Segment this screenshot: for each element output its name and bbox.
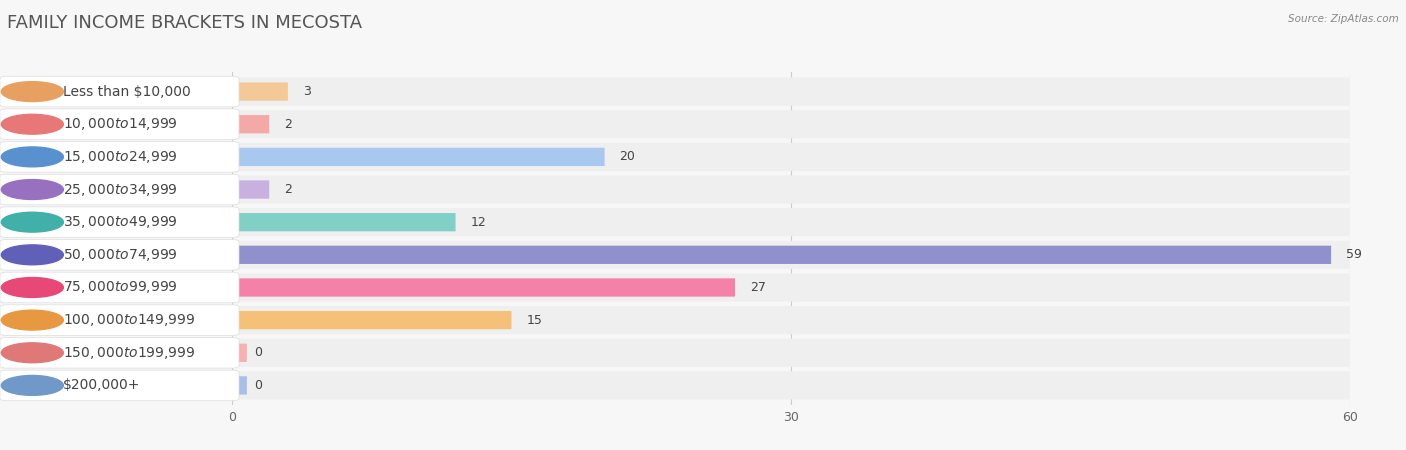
Text: 2: 2 xyxy=(284,118,292,131)
Text: 15: 15 xyxy=(526,314,543,327)
FancyBboxPatch shape xyxy=(232,376,247,395)
FancyBboxPatch shape xyxy=(232,143,1350,171)
FancyBboxPatch shape xyxy=(232,339,1350,367)
Text: $200,000+: $200,000+ xyxy=(63,378,141,392)
FancyBboxPatch shape xyxy=(232,279,735,297)
Text: 20: 20 xyxy=(620,150,636,163)
Text: $35,000 to $49,999: $35,000 to $49,999 xyxy=(63,214,179,230)
Text: Source: ZipAtlas.com: Source: ZipAtlas.com xyxy=(1288,14,1399,23)
Text: 0: 0 xyxy=(254,346,263,359)
Text: FAMILY INCOME BRACKETS IN MECOSTA: FAMILY INCOME BRACKETS IN MECOSTA xyxy=(7,14,363,32)
Text: $10,000 to $14,999: $10,000 to $14,999 xyxy=(63,116,179,132)
FancyBboxPatch shape xyxy=(232,274,1350,302)
FancyBboxPatch shape xyxy=(232,344,247,362)
Text: 3: 3 xyxy=(302,85,311,98)
Text: $100,000 to $149,999: $100,000 to $149,999 xyxy=(63,312,195,328)
FancyBboxPatch shape xyxy=(232,115,270,133)
FancyBboxPatch shape xyxy=(232,371,1350,400)
FancyBboxPatch shape xyxy=(232,82,288,101)
Text: 27: 27 xyxy=(749,281,766,294)
Text: $15,000 to $24,999: $15,000 to $24,999 xyxy=(63,149,179,165)
Text: $75,000 to $99,999: $75,000 to $99,999 xyxy=(63,279,179,296)
FancyBboxPatch shape xyxy=(232,213,456,231)
Text: $50,000 to $74,999: $50,000 to $74,999 xyxy=(63,247,179,263)
Text: $25,000 to $34,999: $25,000 to $34,999 xyxy=(63,181,179,198)
Text: 12: 12 xyxy=(471,216,486,229)
FancyBboxPatch shape xyxy=(232,208,1350,236)
FancyBboxPatch shape xyxy=(232,110,1350,138)
FancyBboxPatch shape xyxy=(232,311,512,329)
FancyBboxPatch shape xyxy=(232,77,1350,106)
FancyBboxPatch shape xyxy=(232,176,1350,203)
Text: Less than $10,000: Less than $10,000 xyxy=(63,85,191,99)
FancyBboxPatch shape xyxy=(232,148,605,166)
Text: 0: 0 xyxy=(254,379,263,392)
FancyBboxPatch shape xyxy=(232,180,270,198)
Text: 2: 2 xyxy=(284,183,292,196)
FancyBboxPatch shape xyxy=(232,306,1350,334)
FancyBboxPatch shape xyxy=(232,241,1350,269)
FancyBboxPatch shape xyxy=(232,246,1331,264)
Text: $150,000 to $199,999: $150,000 to $199,999 xyxy=(63,345,195,361)
Text: 59: 59 xyxy=(1346,248,1362,261)
